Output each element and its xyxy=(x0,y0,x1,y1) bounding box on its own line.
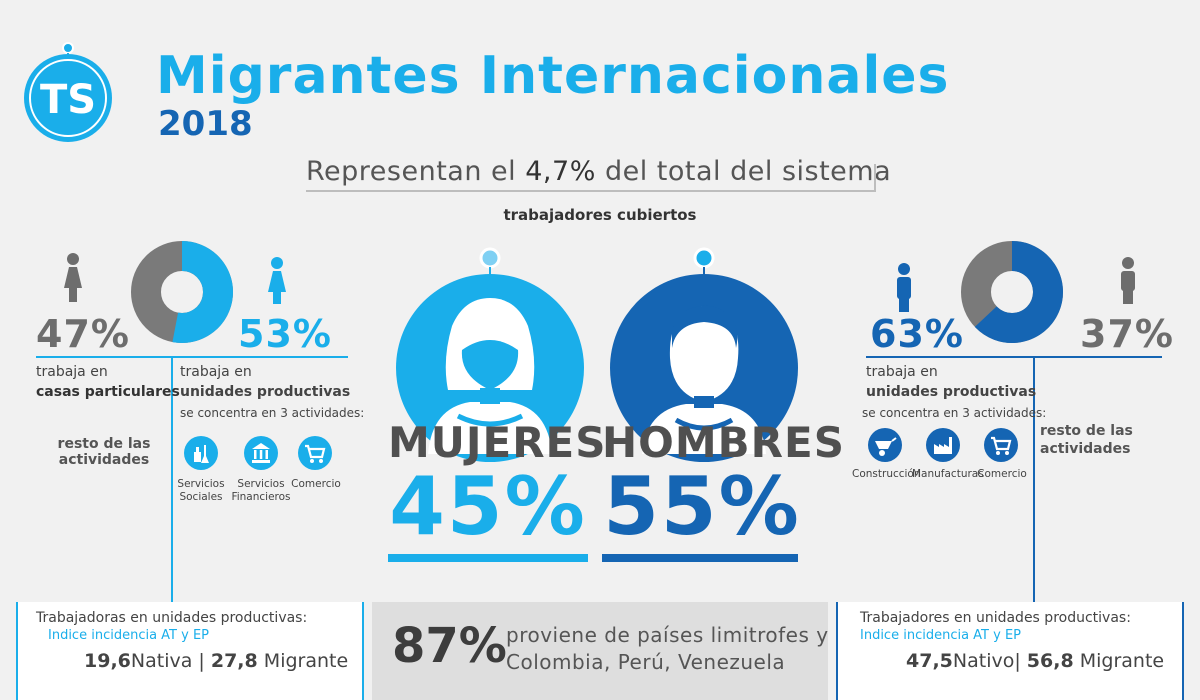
men-box-title: Trabajadores en unidades productivas: xyxy=(860,610,1131,626)
men-resto: resto de las actividades xyxy=(1040,423,1133,457)
divider xyxy=(1033,358,1035,602)
bank-icon xyxy=(244,436,278,470)
women-donut xyxy=(131,241,233,343)
men-box-values: 47,5Nativo| 56,8 Migrante xyxy=(906,650,1165,672)
divider xyxy=(866,356,1162,358)
women-box-values: 19,6Nativa | 27,8 Migrante xyxy=(84,650,349,672)
man-icon xyxy=(897,263,911,312)
hombres-pct: 55% xyxy=(603,460,801,553)
subtitle: trabajadores cubiertos xyxy=(503,206,697,224)
women-box-title: Trabajadoras en unidades productivas: xyxy=(36,610,308,626)
women-unidades-pct: 53% xyxy=(238,312,332,356)
representan-pct: 4,7% xyxy=(525,156,596,187)
origin-pct: 87% xyxy=(392,618,507,674)
activity-label: Construcción xyxy=(852,468,921,480)
women-index-box xyxy=(16,602,364,700)
activity-label: Comercio xyxy=(977,468,1027,480)
activity-label: Servicios Sociales xyxy=(177,478,225,503)
women-unidades-bold: unidades productivas xyxy=(180,384,351,400)
origin-box xyxy=(372,602,828,700)
women-concentra: se concentra en 3 actividades: xyxy=(180,406,365,420)
woman-icon xyxy=(268,257,286,304)
women-casas-pct: 47% xyxy=(36,312,130,356)
women-box-sub: Indice incidencia AT y EP xyxy=(48,628,210,643)
mujeres-label: MUJERES xyxy=(388,418,607,467)
divider xyxy=(171,358,173,602)
cart-icon xyxy=(984,428,1018,462)
ts-logo: TS xyxy=(24,42,112,142)
women-casas-pre: trabaja en xyxy=(36,364,108,380)
men-unidades-bold: unidades productivas xyxy=(866,384,1037,400)
factory-icon xyxy=(926,428,960,462)
activity-label: Comercio xyxy=(291,478,341,490)
page-year: 2018 xyxy=(158,104,253,144)
men-unidades-pct: 63% xyxy=(870,312,964,356)
woman-icon xyxy=(64,253,82,302)
hombres-label: HOMBRES xyxy=(602,418,845,467)
divider xyxy=(306,190,876,192)
representan-text: Representan el 4,7% del total del sistem… xyxy=(306,156,892,187)
logo-text: TS xyxy=(40,77,96,123)
origin-text: proviene de países limitrofes y Colombia,… xyxy=(506,623,829,674)
man-avatar xyxy=(610,247,798,462)
cart-icon xyxy=(298,436,332,470)
man-icon xyxy=(1121,257,1135,304)
men-index-box xyxy=(836,602,1184,700)
men-donut xyxy=(961,241,1063,343)
mujeres-pct: 45% xyxy=(389,460,587,553)
men-resto-pct: 37% xyxy=(1080,312,1174,356)
women-casas-bold: casas particulares xyxy=(36,384,180,400)
activity-label: Servicios Financieros xyxy=(231,478,291,503)
women-bar xyxy=(388,554,588,562)
men-box-sub: Indice incidencia AT y EP xyxy=(860,628,1022,643)
men-bar xyxy=(602,554,798,562)
men-unidades-pre: trabaja en xyxy=(866,364,938,380)
women-resto: resto de las actividades xyxy=(57,436,151,468)
cleaning-icon xyxy=(184,436,218,470)
activity-label: Manufacturas xyxy=(912,468,984,480)
wheelbarrow-icon xyxy=(868,428,902,462)
divider xyxy=(874,164,876,192)
woman-avatar xyxy=(396,247,584,462)
women-unidades-pre: trabaja en xyxy=(180,364,252,380)
divider xyxy=(36,356,348,358)
men-concentra: se concentra en 3 actividades: xyxy=(862,406,1047,420)
page-title: Migrantes Internacionales xyxy=(156,46,950,106)
